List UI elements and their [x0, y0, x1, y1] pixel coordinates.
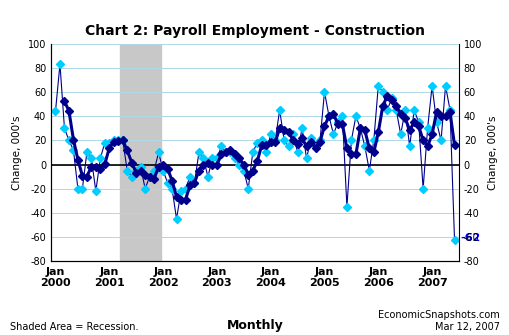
Text: 2005: 2005: [308, 278, 339, 288]
Bar: [120, 44, 160, 261]
Text: Jan: Jan: [368, 267, 387, 277]
Text: Jan: Jan: [261, 267, 280, 277]
Text: Shaded Area = Recession.: Shaded Area = Recession.: [10, 322, 138, 332]
Y-axis label: Change, 000's: Change, 000's: [487, 115, 497, 190]
Text: 2003: 2003: [201, 278, 232, 288]
Text: Jan: Jan: [153, 267, 173, 277]
Text: Jan: Jan: [207, 267, 226, 277]
Text: -62: -62: [459, 233, 479, 243]
Text: 2006: 2006: [362, 278, 393, 288]
Text: EconomicSnapshots.com
Mar 12, 2007: EconomicSnapshots.com Mar 12, 2007: [377, 310, 499, 332]
Text: Jan: Jan: [314, 267, 333, 277]
Text: 2000: 2000: [40, 278, 71, 288]
Text: 2007: 2007: [416, 278, 446, 288]
Text: 2002: 2002: [148, 278, 178, 288]
Text: Monthly: Monthly: [226, 319, 283, 332]
Text: 2004: 2004: [254, 278, 286, 288]
Title: Chart 2: Payroll Employment - Construction: Chart 2: Payroll Employment - Constructi…: [85, 24, 424, 38]
Text: Jan: Jan: [99, 267, 119, 277]
Y-axis label: Change, 000's: Change, 000's: [12, 115, 22, 190]
Text: 2001: 2001: [94, 278, 124, 288]
Text: Jan: Jan: [421, 267, 441, 277]
Text: Jan: Jan: [46, 267, 65, 277]
